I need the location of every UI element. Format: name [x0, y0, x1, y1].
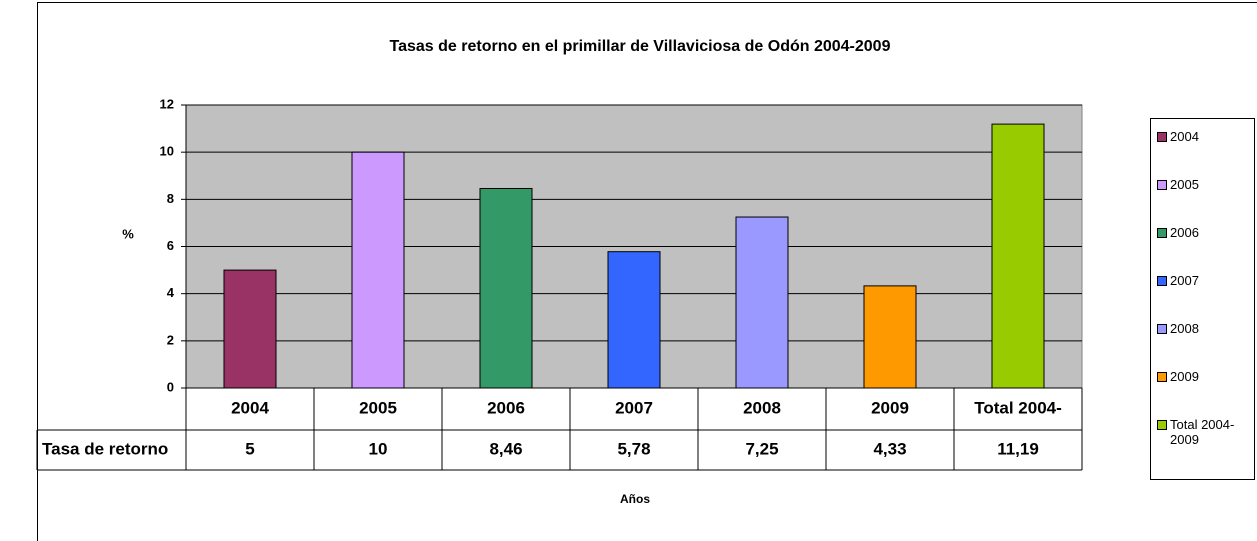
- x-tick-label: 2006: [487, 398, 525, 417]
- legend-item: 2009: [1157, 369, 1249, 384]
- legend: 2004 2005 2006 2007 2008 2009 Total 2004-2009: [1150, 118, 1255, 480]
- y-tick-label: 6: [167, 238, 174, 253]
- y-tick-label: 0: [167, 379, 174, 394]
- bar: [479, 187, 533, 389]
- legend-label: 2008: [1170, 321, 1199, 336]
- legend-label: 2009: [1170, 369, 1199, 384]
- chart-title: Tasas de retorno en el primillar de Vill…: [390, 38, 891, 55]
- legend-swatch: [1157, 180, 1167, 190]
- legend-swatch: [1157, 132, 1167, 142]
- legend-item: 2007: [1157, 273, 1249, 288]
- row-label: Tasa de retorno: [42, 439, 168, 458]
- x-tick-label: 2007: [615, 398, 653, 417]
- legend-item: Total 2004-2009: [1157, 417, 1249, 447]
- legend-item: 2004: [1157, 129, 1249, 144]
- bar: [735, 216, 789, 389]
- bar: [351, 151, 405, 389]
- x-tick-label: 2009: [871, 398, 909, 417]
- table-value: 7,25: [745, 439, 778, 458]
- table-value: 5: [245, 439, 254, 458]
- y-axis-label: %: [122, 226, 134, 241]
- legend-label: 2004: [1170, 129, 1199, 144]
- table-value: 10: [369, 439, 388, 458]
- table-value: 5,78: [617, 439, 650, 458]
- legend-item: 2008: [1157, 321, 1249, 336]
- y-tick-label: 2: [167, 332, 174, 347]
- table-value: 8,46: [489, 439, 522, 458]
- legend-swatch: [1157, 372, 1167, 382]
- legend-swatch: [1157, 420, 1167, 430]
- y-tick-label: 12: [160, 96, 174, 111]
- legend-item: 2006: [1157, 225, 1249, 240]
- legend-label: Total 2004-2009: [1170, 417, 1235, 447]
- x-tick-label: 2005: [359, 398, 397, 417]
- bar: [223, 269, 277, 389]
- legend-label: 2007: [1170, 273, 1199, 288]
- x-tick-label: Total 2004-: [974, 398, 1062, 417]
- bar: [863, 285, 917, 389]
- legend-item: 2005: [1157, 177, 1249, 192]
- y-tick-label: 4: [167, 285, 175, 300]
- legend-label: 2005: [1170, 177, 1199, 192]
- y-tick-label: 10: [160, 144, 174, 159]
- y-tick-label: 8: [167, 191, 174, 206]
- x-tick-label: 2008: [743, 398, 781, 417]
- table-value: 11,19: [997, 439, 1039, 458]
- x-axis-label: Años: [620, 492, 650, 506]
- x-tick-label: 2004: [231, 398, 269, 417]
- legend-label: 2006: [1170, 225, 1199, 240]
- bar: [991, 123, 1045, 389]
- legend-swatch: [1157, 276, 1167, 286]
- legend-swatch: [1157, 228, 1167, 238]
- legend-swatch: [1157, 324, 1167, 334]
- bar: [607, 251, 661, 389]
- table-value: 4,33: [873, 439, 906, 458]
